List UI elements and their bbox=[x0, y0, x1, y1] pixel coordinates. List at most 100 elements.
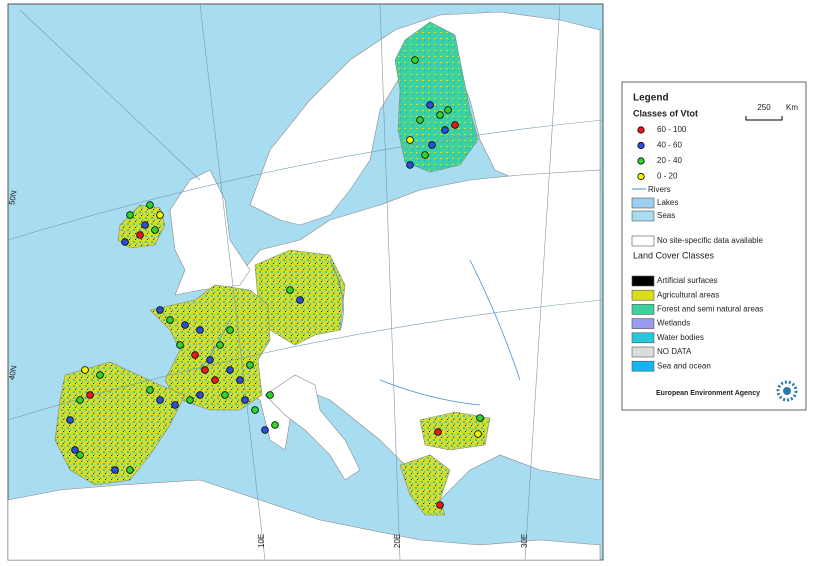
site-marker bbox=[226, 326, 234, 334]
class-marker bbox=[637, 141, 645, 150]
site-marker bbox=[436, 111, 444, 119]
rivers-label: Rivers bbox=[648, 185, 671, 194]
site-marker bbox=[86, 391, 94, 399]
site-marker bbox=[206, 356, 214, 364]
site-marker bbox=[191, 351, 199, 359]
site-marker bbox=[296, 296, 304, 304]
land-cover-label: Water bodies bbox=[657, 333, 704, 342]
graticule bbox=[199, 3, 266, 561]
graticule bbox=[19, 9, 201, 181]
site-marker bbox=[171, 401, 179, 409]
site-marker bbox=[444, 106, 452, 114]
class-label: 20 - 40 bbox=[657, 156, 682, 165]
site-marker bbox=[261, 426, 269, 434]
site-marker bbox=[201, 366, 209, 374]
site-marker bbox=[286, 286, 294, 294]
site-marker bbox=[156, 396, 164, 404]
site-marker bbox=[434, 428, 442, 436]
site-marker bbox=[476, 414, 484, 422]
scale-value: 250 bbox=[757, 103, 771, 112]
site-marker bbox=[166, 316, 174, 324]
site-marker bbox=[246, 361, 254, 369]
land-cover-label: Agricultural areas bbox=[657, 290, 719, 299]
class-marker bbox=[637, 157, 645, 165]
site-marker bbox=[156, 306, 164, 314]
scale-bar bbox=[745, 116, 783, 121]
site-marker bbox=[221, 391, 229, 399]
land-cover-label: Forest and semi natural areas bbox=[657, 305, 763, 314]
graticule-label: 50N bbox=[7, 189, 18, 205]
no-data-sites-label: No site-specific data available bbox=[657, 236, 763, 245]
site-marker bbox=[176, 341, 184, 349]
land-cover-swatch bbox=[631, 346, 655, 358]
site-marker bbox=[236, 376, 244, 384]
graticule-label: 10E bbox=[257, 534, 266, 548]
site-marker bbox=[421, 151, 429, 159]
graticule bbox=[379, 3, 401, 561]
river bbox=[199, 319, 231, 371]
class-marker bbox=[637, 172, 645, 181]
seas-label: Seas bbox=[657, 211, 675, 220]
land-cover-label: Wetlands bbox=[657, 319, 690, 328]
site-marker bbox=[226, 366, 234, 374]
site-marker bbox=[441, 126, 449, 134]
land-cover-label: Sea and ocean bbox=[657, 361, 711, 370]
graticule-label: 30E bbox=[520, 534, 529, 548]
great-britain bbox=[169, 169, 251, 296]
agency-logo bbox=[776, 380, 798, 402]
legend-subtitle: Classes of Vtot bbox=[633, 108, 698, 118]
site-marker bbox=[126, 211, 134, 219]
site-marker bbox=[121, 238, 129, 246]
land-cover-swatch bbox=[631, 304, 655, 315]
site-marker bbox=[71, 446, 79, 454]
class-label: 0 - 20 bbox=[657, 172, 678, 181]
site-marker bbox=[451, 121, 459, 129]
seas-swatch bbox=[631, 210, 655, 222]
agency-name: European Environment Agency bbox=[656, 390, 760, 397]
lakes-label: Lakes bbox=[657, 198, 678, 207]
site-marker bbox=[474, 430, 482, 438]
italy bbox=[264, 374, 361, 481]
river bbox=[379, 379, 481, 406]
site-marker bbox=[251, 406, 259, 414]
site-marker bbox=[196, 391, 204, 399]
site-marker bbox=[406, 136, 414, 144]
agency-logo bbox=[783, 387, 791, 395]
land-cover-swatch bbox=[631, 332, 655, 344]
site-marker bbox=[111, 466, 119, 474]
site-marker bbox=[436, 501, 444, 509]
legend-title: Legend bbox=[633, 93, 669, 104]
graticule-label: 20E bbox=[393, 534, 402, 548]
site-marker bbox=[266, 391, 274, 399]
land-cover-swatch bbox=[631, 318, 655, 329]
site-marker bbox=[141, 221, 149, 229]
graticule bbox=[7, 119, 604, 241]
site-marker bbox=[136, 231, 144, 239]
site-marker bbox=[81, 366, 89, 374]
site-marker bbox=[416, 116, 424, 124]
site-marker bbox=[76, 451, 84, 459]
site-marker bbox=[406, 161, 414, 169]
graticule-label: 40N bbox=[7, 364, 18, 380]
map-area: 50N 40N 10E 20E 30E bbox=[7, 3, 604, 561]
site-markers bbox=[66, 56, 484, 509]
graticule bbox=[524, 3, 561, 561]
site-marker bbox=[151, 226, 159, 234]
site-marker bbox=[216, 341, 224, 349]
lakes-swatch bbox=[631, 197, 655, 209]
no-data-sites-swatch bbox=[631, 235, 655, 247]
site-marker bbox=[411, 56, 419, 64]
site-marker bbox=[156, 211, 164, 219]
site-marker bbox=[241, 396, 249, 404]
bulgaria bbox=[419, 411, 491, 451]
land-cover-swatch bbox=[631, 275, 655, 287]
land-cover-swatch bbox=[631, 289, 655, 301]
site-marker bbox=[186, 396, 194, 404]
site-marker bbox=[66, 416, 74, 424]
africa bbox=[7, 479, 601, 561]
site-marker bbox=[428, 141, 436, 149]
river bbox=[469, 259, 521, 381]
site-marker bbox=[426, 101, 434, 109]
class-label: 60 - 100 bbox=[657, 125, 687, 134]
